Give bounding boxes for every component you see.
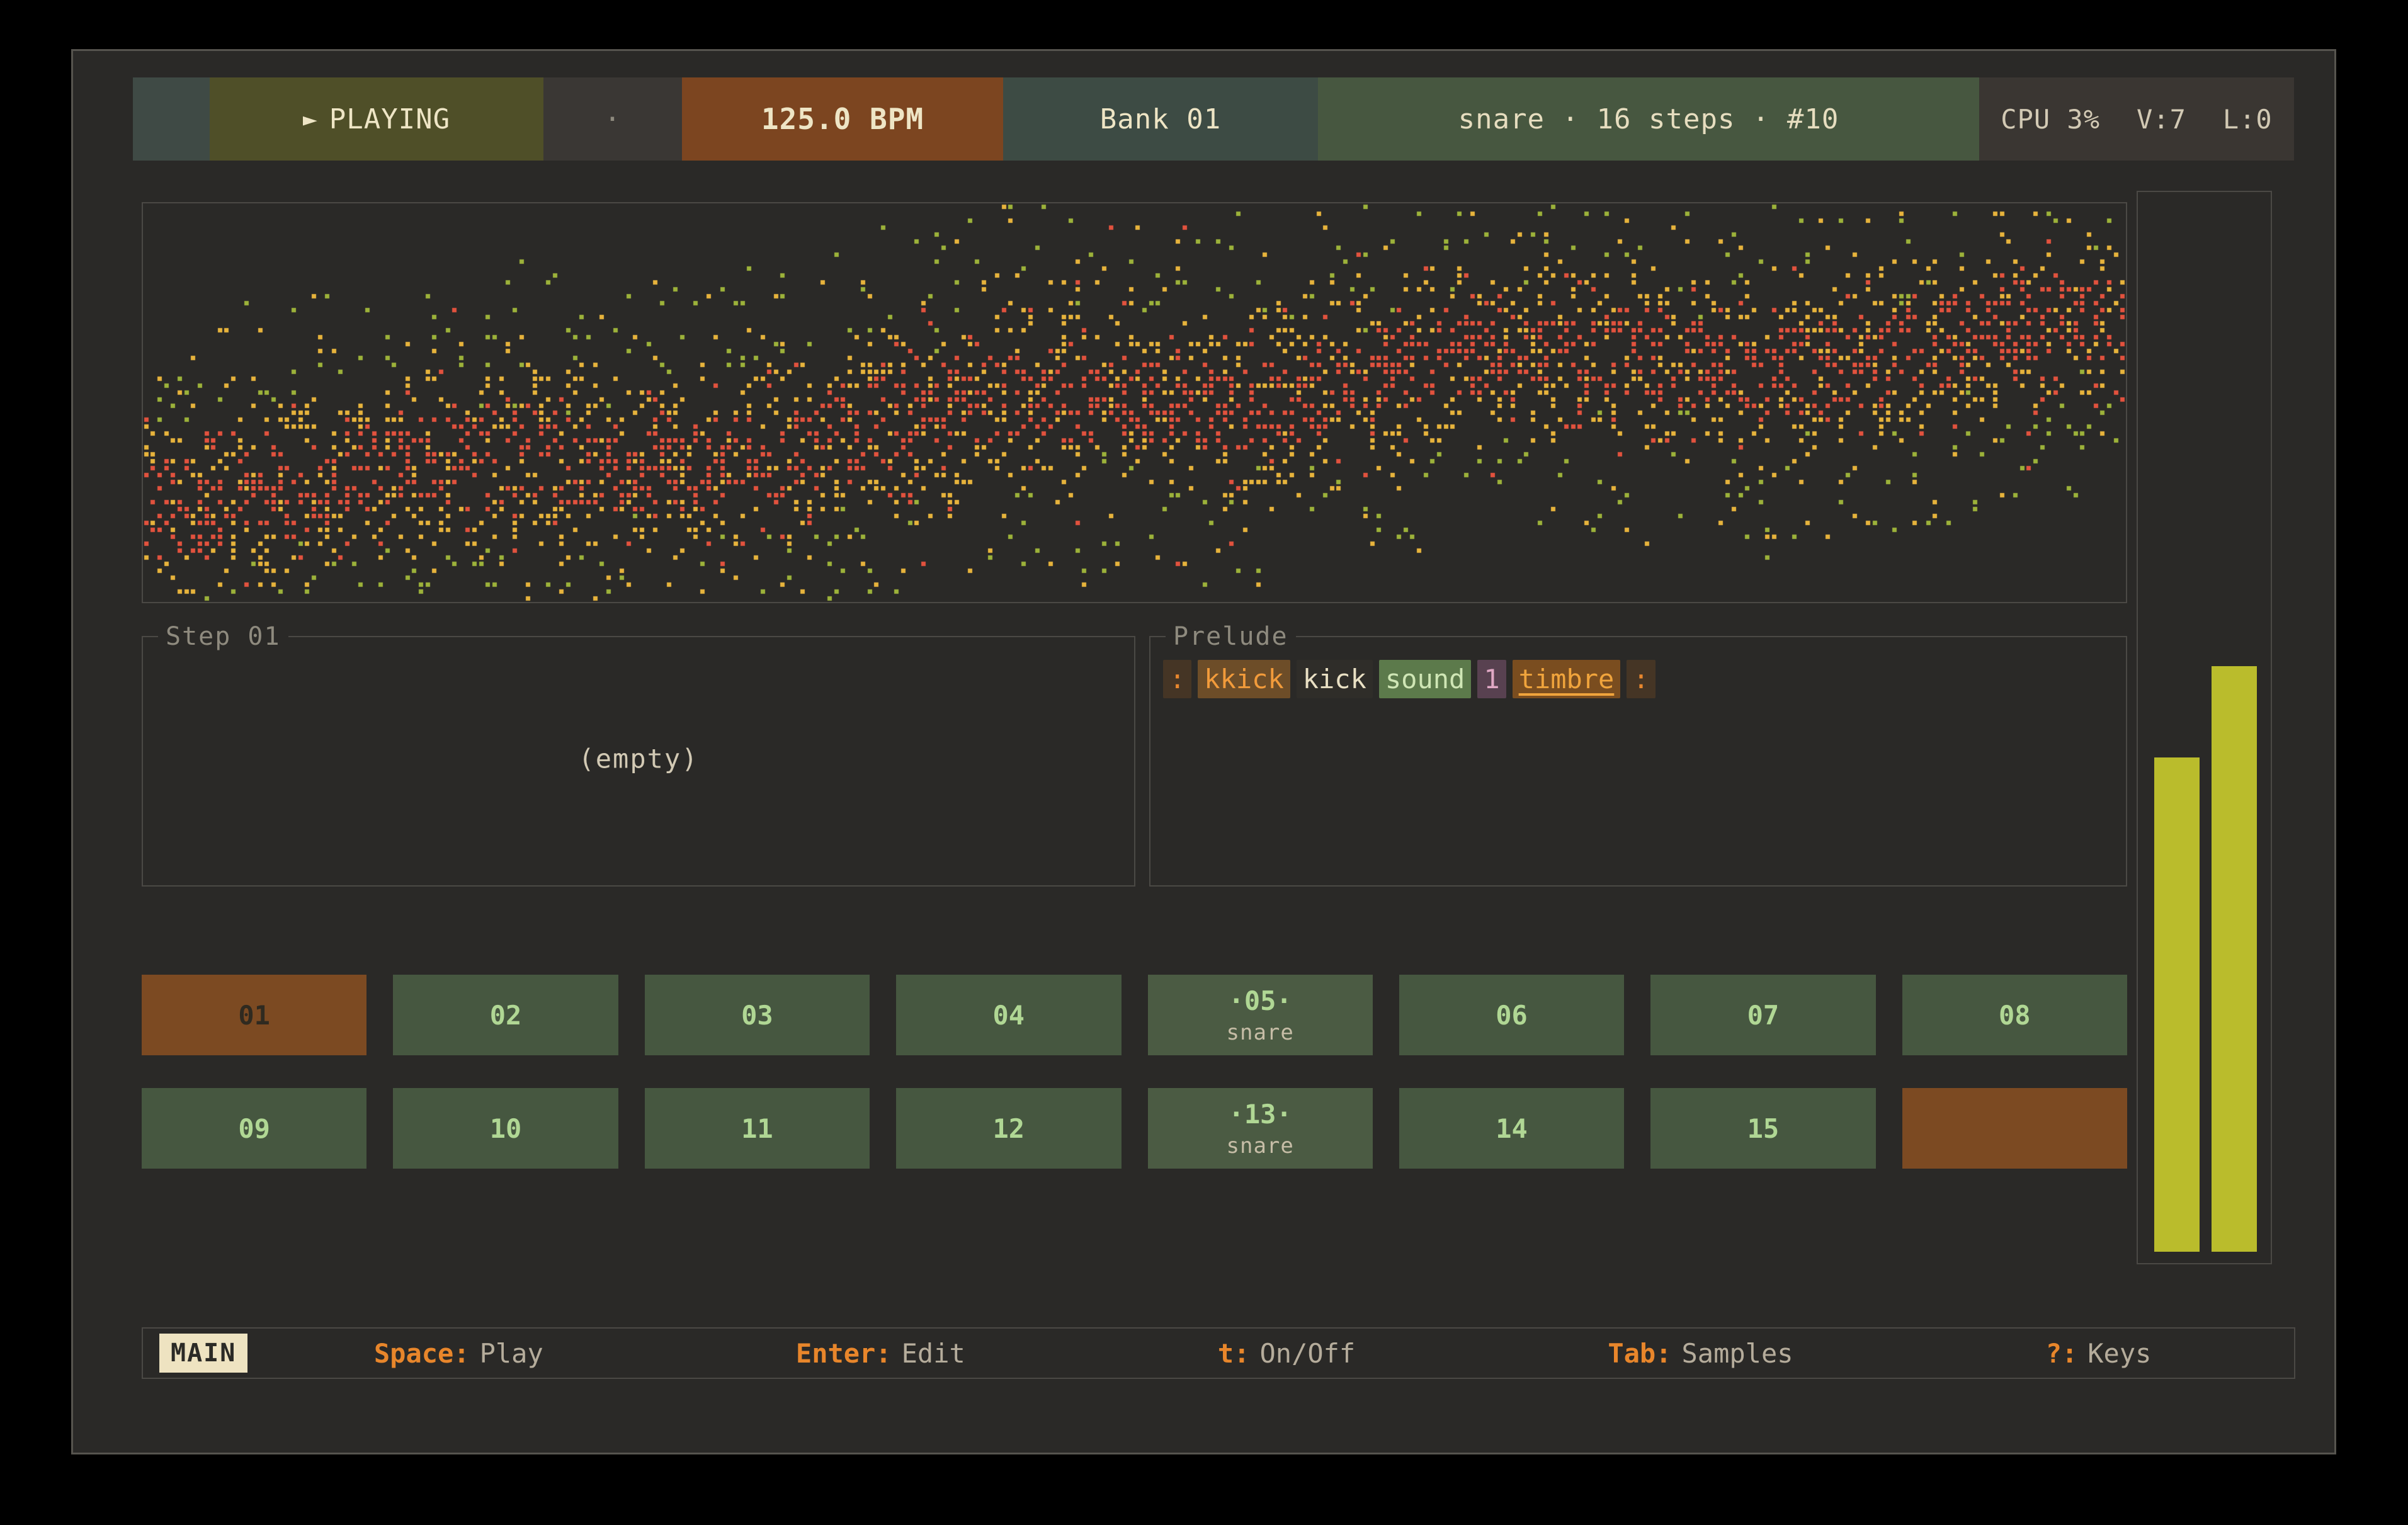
- step-button-11[interactable]: 11: [645, 1088, 870, 1169]
- latency-stat: L:0: [2223, 104, 2273, 135]
- hint-label: Edit: [902, 1338, 965, 1369]
- prelude-panel-title: Prelude: [1166, 622, 1296, 651]
- prelude-token-5[interactable]: timbre: [1513, 660, 1621, 698]
- prelude-panel: Prelude :kkickkicksound1timbre:: [1149, 622, 2127, 887]
- key-hints: Space: Play Enter: Edit t: On/Off Tab: Samples?…: [247, 1338, 2278, 1369]
- step-label: 09: [238, 1113, 270, 1144]
- top-bar: ► PLAYING · 125.0 BPM Bank 01 snare · 16…: [133, 77, 2294, 161]
- step-label: 03: [741, 1000, 773, 1031]
- voices-stat: V:7: [2137, 104, 2186, 135]
- step-button-14[interactable]: 14: [1399, 1088, 1624, 1169]
- prelude-token-2[interactable]: kick: [1297, 660, 1373, 698]
- system-stats: CPU 3% V:7 L:0: [1979, 77, 2294, 161]
- step-button-08[interactable]: 08: [1902, 975, 2127, 1055]
- screen: ► PLAYING · 125.0 BPM Bank 01 snare · 16…: [0, 0, 2408, 1525]
- hint-label: Keys: [2087, 1338, 2151, 1369]
- hint-samples: Tab: Samples: [1608, 1338, 1793, 1369]
- step-label: ·05·: [1229, 985, 1292, 1016]
- prelude-token-4[interactable]: 1: [1477, 660, 1506, 698]
- hint-edit: Enter: Edit: [796, 1338, 965, 1369]
- hint-keys: ?: Keys: [2046, 1338, 2152, 1369]
- step-label: 14: [1496, 1113, 1528, 1144]
- prelude-token-3[interactable]: sound: [1379, 660, 1471, 698]
- step-label: 01: [238, 1000, 270, 1031]
- mode-badge: MAIN: [159, 1334, 247, 1373]
- step-button-15[interactable]: 15: [1650, 1088, 1875, 1169]
- step-button-01[interactable]: 01: [142, 975, 366, 1055]
- step-button-16[interactable]: [1902, 1088, 2127, 1169]
- bank-display[interactable]: Bank 01: [1003, 77, 1318, 161]
- step-label: 04: [993, 1000, 1025, 1031]
- bank-label: Bank 01: [1100, 103, 1221, 135]
- step-label: 15: [1747, 1113, 1780, 1144]
- hint-label: On/Off: [1260, 1338, 1356, 1369]
- track-info-text: snare · 16 steps · #10: [1458, 103, 1839, 135]
- play-icon: ►: [303, 105, 318, 133]
- step-label: ·13·: [1229, 1099, 1292, 1130]
- step-button-13[interactable]: ·13· snare: [1148, 1088, 1373, 1169]
- step-button-07[interactable]: 07: [1650, 975, 1875, 1055]
- transport-color-block: [133, 77, 210, 161]
- step-label: 10: [490, 1113, 522, 1144]
- hint-key: Tab:: [1608, 1338, 1671, 1369]
- prelude-token-1[interactable]: kkick: [1198, 660, 1290, 698]
- step-label: 02: [490, 1000, 522, 1031]
- meter-bar-right: [2212, 666, 2257, 1252]
- step-label: 11: [741, 1113, 773, 1144]
- step-detail-panel: Step 01 (empty): [142, 622, 1135, 887]
- hint-key: Enter:: [796, 1338, 892, 1369]
- hint-on-off: t: On/Off: [1218, 1338, 1355, 1369]
- step-button-09[interactable]: 09: [142, 1088, 366, 1169]
- level-meters: [2137, 191, 2272, 1264]
- step-empty-text: (empty): [143, 744, 1134, 774]
- bpm-value: 125.0 BPM: [761, 102, 924, 136]
- track-info: snare · 16 steps · #10: [1318, 77, 1979, 161]
- pattern-visualizer: [142, 202, 2127, 603]
- metronome-tick: ·: [543, 77, 682, 161]
- sequencer-window: ► PLAYING · 125.0 BPM Bank 01 snare · 16…: [71, 49, 2336, 1454]
- cpu-stat: CPU 3%: [2001, 104, 2100, 135]
- step-button-05[interactable]: ·05· snare: [1148, 975, 1373, 1055]
- hint-key: Space:: [374, 1338, 470, 1369]
- step-label: 06: [1496, 1000, 1528, 1031]
- prelude-token-6[interactable]: :: [1627, 660, 1655, 698]
- visualizer-canvas: [143, 203, 2126, 602]
- hint-label: Samples: [1682, 1338, 1793, 1369]
- bpm-display[interactable]: 125.0 BPM: [682, 77, 1003, 161]
- step-sample-name: snare: [1227, 1020, 1294, 1045]
- status-bar: MAIN Space: Play Enter: Edit t: On/Off Tab: Sam…: [142, 1327, 2295, 1379]
- step-sample-name: snare: [1227, 1133, 1294, 1159]
- transport-status[interactable]: ► PLAYING: [210, 77, 543, 161]
- step-button-02[interactable]: 02: [393, 975, 618, 1055]
- step-button-06[interactable]: 06: [1399, 975, 1624, 1055]
- step-grid: 01 02 03 04 ·05· snare 06 07 08 09 10 11 12 ·13· snare…: [142, 975, 2127, 1169]
- step-button-10[interactable]: 10: [393, 1088, 618, 1169]
- meter-bar-left: [2154, 757, 2200, 1252]
- step-button-12[interactable]: 12: [896, 1088, 1121, 1169]
- step-row-2: 09 10 11 12 ·13· snare 14 15: [142, 1088, 2127, 1169]
- metronome-dot: ·: [604, 103, 622, 135]
- step-panel-title: Step 01: [158, 622, 288, 651]
- step-button-04[interactable]: 04: [896, 975, 1121, 1055]
- prelude-code-editor[interactable]: :kkickkicksound1timbre:: [1163, 660, 1655, 698]
- prelude-token-0[interactable]: :: [1163, 660, 1191, 698]
- step-label: 08: [1999, 1000, 2031, 1031]
- step-row-1: 01 02 03 04 ·05· snare 06 07 08: [142, 975, 2127, 1055]
- step-button-03[interactable]: 03: [645, 975, 870, 1055]
- transport-label: PLAYING: [329, 103, 450, 135]
- step-label: 12: [993, 1113, 1025, 1144]
- hint-play: Space: Play: [374, 1338, 543, 1369]
- hint-label: Play: [480, 1338, 543, 1369]
- step-label: 07: [1747, 1000, 1780, 1031]
- hint-key: t:: [1218, 1338, 1250, 1369]
- hint-key: ?:: [2046, 1338, 2078, 1369]
